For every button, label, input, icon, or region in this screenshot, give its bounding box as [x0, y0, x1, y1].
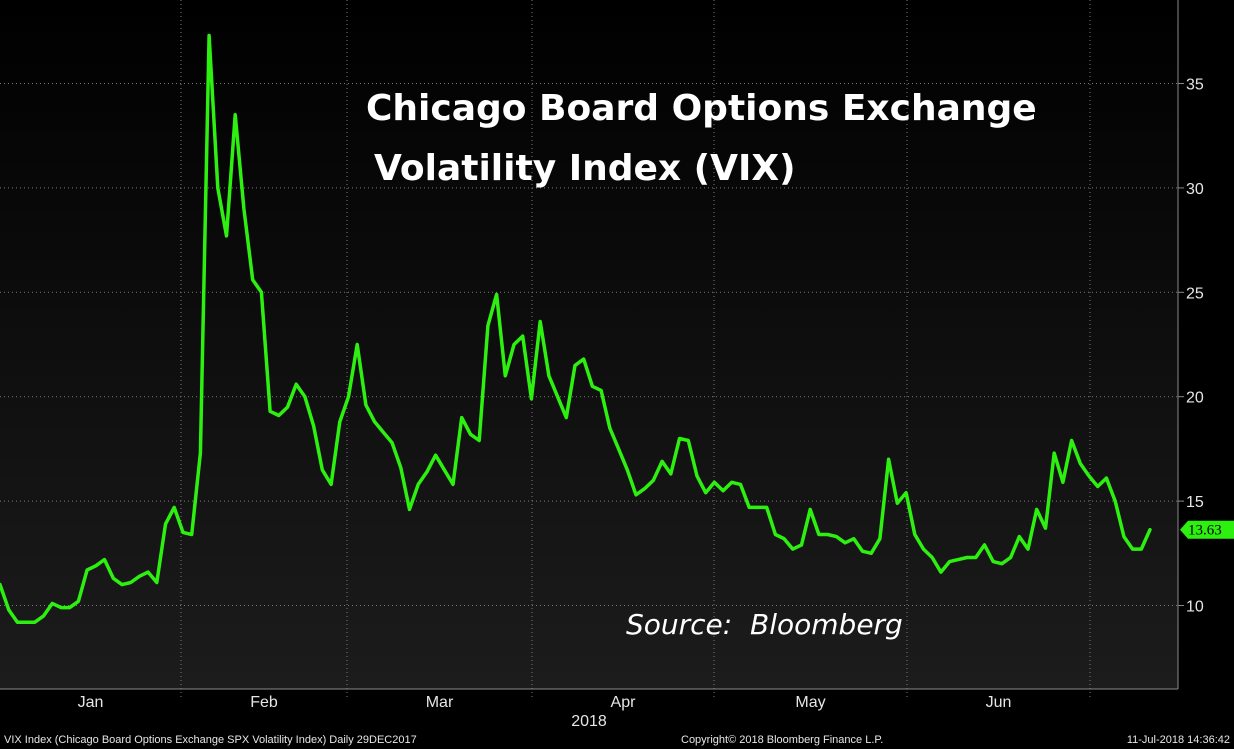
chart-area: 10 15 20 25 30 35 Jan Feb Mar Apr May Jun Chicago …	[0, 0, 1234, 730]
source-annotation: Source: Bloomberg	[626, 608, 903, 641]
last-value-marker: 13.63	[1180, 520, 1234, 539]
title-line-1: Chicago Board Options Exchange	[366, 88, 1037, 129]
month-label-jan: Jan	[78, 694, 104, 711]
y-tick-label-10: 10	[1186, 598, 1204, 615]
chart-title: Chicago Board Options Exchange Volatilit…	[366, 88, 1037, 189]
month-label-jun: Jun	[986, 694, 1012, 711]
y-tick-label-15: 15	[1186, 494, 1204, 511]
x-axis-months: Jan Feb Mar Apr May Jun	[78, 694, 1012, 711]
y-axis-ticks: 10 15 20 25 30 35	[1178, 77, 1204, 615]
footer-right: 11-Jul-2018 14:36:42	[1126, 734, 1230, 746]
last-value-badge	[1180, 520, 1234, 539]
last-value-label: 13.63	[1188, 523, 1222, 539]
footer-center: Copyright© 2018 Bloomberg Finance L.P.	[681, 734, 884, 746]
month-label-feb: Feb	[250, 694, 278, 711]
year-label: 2018	[571, 713, 607, 730]
y-tick-label-20: 20	[1186, 390, 1204, 407]
month-label-mar: Mar	[426, 694, 454, 711]
vix-series-line	[0, 33, 1152, 624]
month-label-apr: Apr	[611, 694, 637, 711]
y-tick-label-35: 35	[1186, 77, 1204, 94]
gridlines	[0, 0, 1178, 697]
y-tick-label-25: 25	[1186, 285, 1204, 302]
plot-background	[0, 0, 1178, 689]
y-tick-label-30: 30	[1186, 181, 1204, 198]
title-line-2: Volatility Index (VIX)	[374, 148, 796, 189]
month-label-may: May	[795, 694, 825, 711]
footer-left: VIX Index (Chicago Board Options Exchang…	[4, 734, 417, 746]
